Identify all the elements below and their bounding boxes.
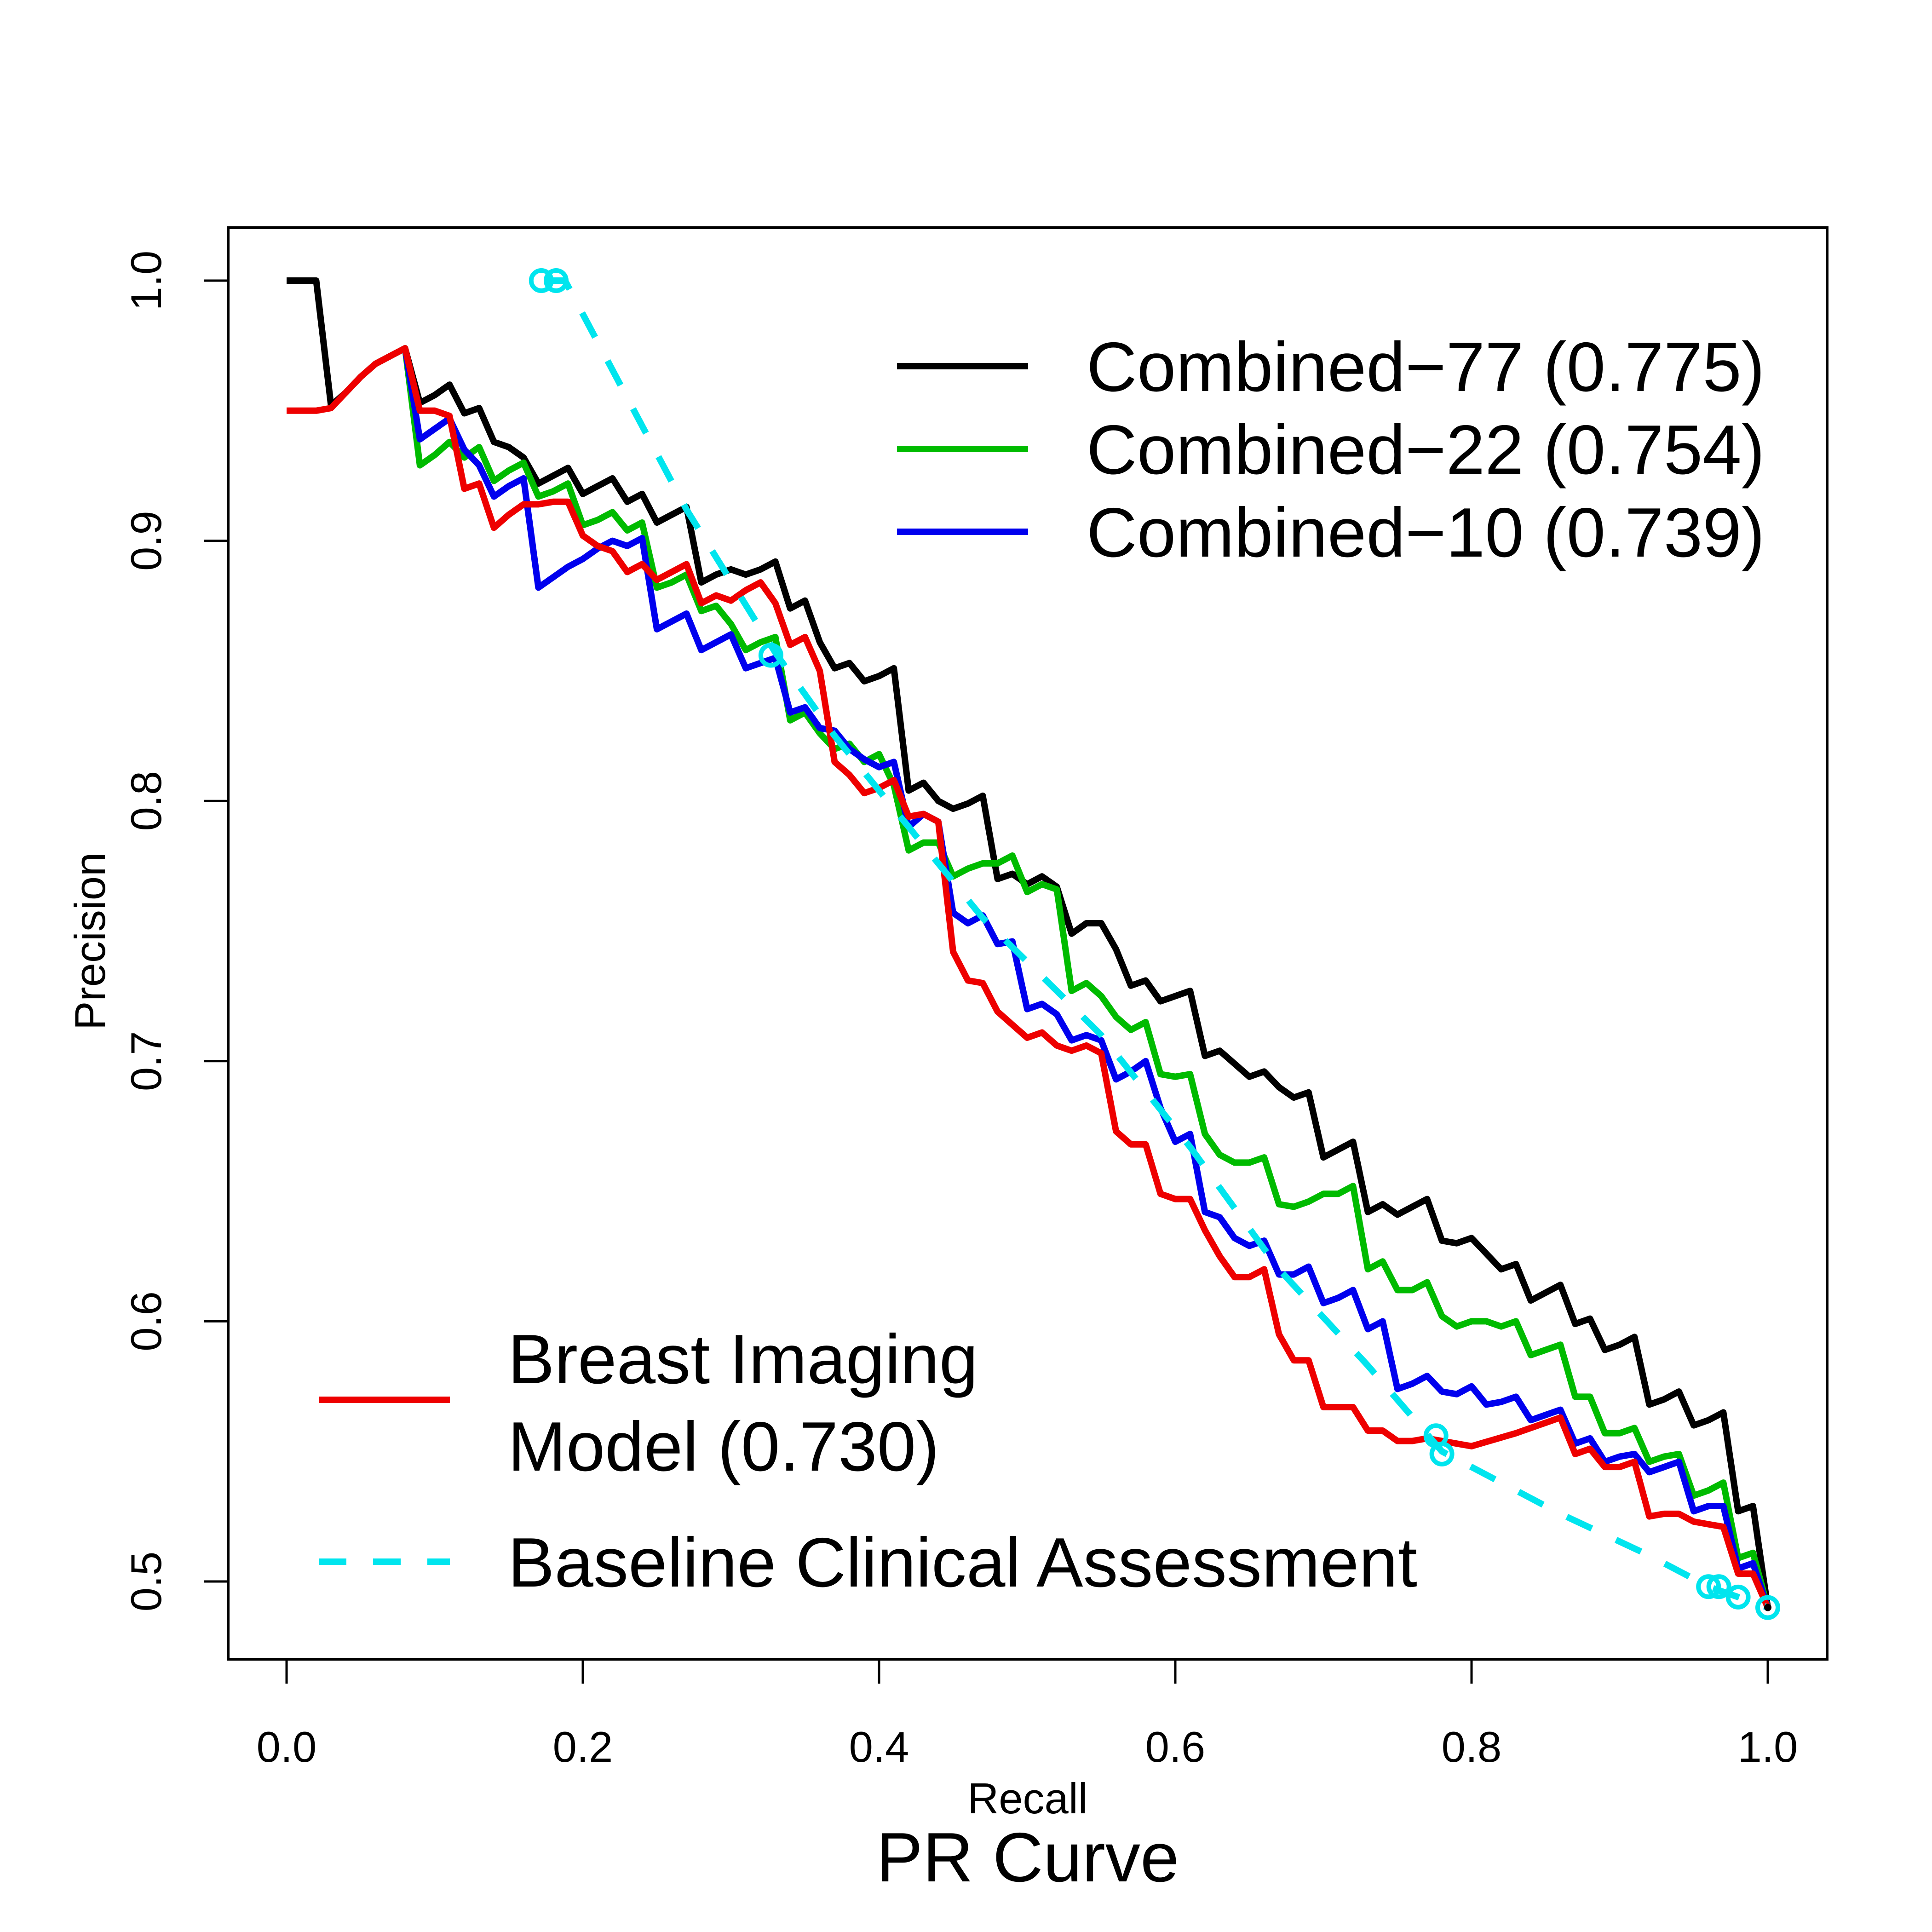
baseline-marker-point (1725, 1584, 1751, 1610)
y-tick-label: 0.5 (122, 1552, 170, 1612)
series-layer (287, 268, 1780, 1620)
legend-top-right: Combined−77 (0.775)Combined−22 (0.754)Co… (897, 328, 1765, 572)
x-tick-label: 0.8 (1442, 1723, 1502, 1771)
y-tick-label: 0.7 (122, 1031, 170, 1091)
baseline-marker-point (1429, 1441, 1455, 1466)
series-line-combined-77-0-775 (287, 277, 1771, 1608)
x-tick-label: 0.0 (257, 1723, 317, 1771)
legend-label: Combined−10 (0.739) (1087, 494, 1765, 572)
legend-label: Breast Imaging Model (0.730) (508, 1320, 978, 1486)
endpoint-dot (1764, 1604, 1771, 1611)
baseline-marker-point (544, 268, 569, 293)
series-line-breast-imaging-model-0-730 (287, 345, 1771, 1609)
legend-label: Combined−77 (0.775) (1087, 328, 1765, 406)
x-axis-title: Recall (967, 1774, 1087, 1823)
x-tick-label: 0.4 (849, 1723, 909, 1771)
legend-label: Combined−22 (0.754) (1087, 411, 1765, 489)
baseline-marker-point (1706, 1574, 1731, 1599)
y-axis-title: Precision (66, 852, 114, 1030)
chart-title: PR Curve (876, 1818, 1179, 1897)
y-tick-label: 0.8 (122, 771, 170, 831)
baseline-marker-point (1755, 1595, 1780, 1620)
series-line-combined-10-0-739 (402, 347, 1771, 1609)
y-axis: 0.5 0.6 0.7 0.8 0.9 1.0 (122, 251, 230, 1612)
y-tick-label: 0.9 (122, 511, 170, 571)
baseline-marker-point (1696, 1574, 1721, 1599)
legend-label: Baseline Clinical Assessment (508, 1524, 1417, 1602)
x-axis: 0.0 0.2 0.4 0.6 0.8 1.0 (257, 1658, 1798, 1771)
x-tick-label: 1.0 (1738, 1723, 1798, 1771)
legend-bottom-left: Breast Imaging Model (0.730) Baseline Clin… (319, 1320, 1417, 1602)
y-tick-label: 0.6 (122, 1291, 170, 1351)
baseline-marker-point (529, 268, 554, 293)
y-tick-label: 1.0 (122, 251, 170, 311)
series-line-combined-22-0-754 (402, 348, 1771, 1609)
baseline-marker-point (758, 643, 783, 668)
x-tick-label: 0.2 (553, 1723, 613, 1771)
x-tick-label: 0.6 (1145, 1723, 1206, 1771)
